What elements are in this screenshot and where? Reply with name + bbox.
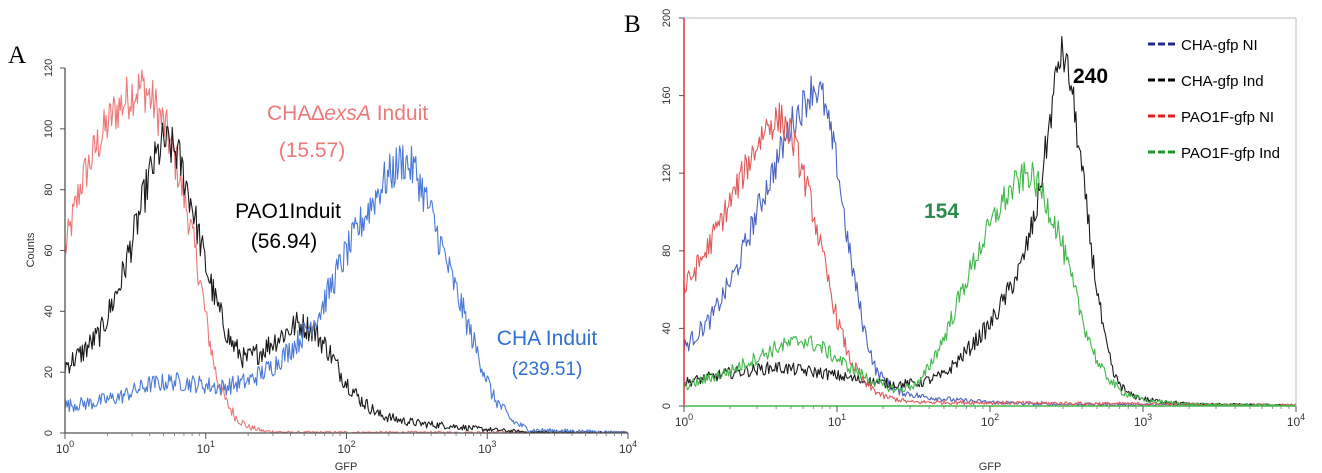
- panel-a-y-tick-label: 40: [43, 305, 55, 317]
- panel-b-y-tick-label: 0: [661, 403, 673, 409]
- legend-item-cha-gfp-ind: CHA-gfp Ind: [1148, 73, 1264, 90]
- panel-a-annotation-chadexsa-part3: Induit: [371, 102, 428, 125]
- panel-a-x-tick-label: 101: [197, 439, 215, 456]
- panel-b-annotation-154: 154: [924, 200, 959, 223]
- panel-a-series-curve-2: [64, 144, 629, 434]
- panel-a-ticks: 100 101 102 103 104 0 20 40 60 80 100 120: [43, 59, 637, 456]
- panel-b-x-tick-label: 100: [675, 412, 693, 429]
- panel-b-legend: CHA-gfp NI CHA-gfp Ind PAO1F-gfp NI PAO1…: [1148, 37, 1280, 162]
- panel-a-y-tick-label: 0: [43, 430, 55, 436]
- panel-a-y-tick-label: 60: [43, 244, 55, 256]
- panel-a-x-tick-label: 103: [478, 439, 496, 456]
- panel-a-annotation-pao1-label: PAO1Induit: [235, 200, 341, 223]
- panel-a-annotation-cha-value: (239.51): [512, 359, 583, 380]
- panel-a-annotation-chadexsa-value: (15.57): [279, 139, 346, 162]
- panel-b-y-tick-label: 200: [661, 9, 673, 27]
- panel-b-x-axis-label: GFP: [979, 461, 1002, 473]
- panel-b-x-tick-label: 102: [981, 412, 999, 429]
- legend-item-cha-gfp-ni: CHA-gfp NI: [1148, 37, 1258, 54]
- panel-a-annotation-chadexsa-part2: exsA: [324, 102, 371, 125]
- panel-b-y-tick-label: 80: [661, 245, 673, 257]
- panel-a-y-tick-label: 100: [43, 120, 55, 138]
- legend-item-pao1f-gfp-ind: PAO1F-gfp Ind: [1148, 145, 1280, 162]
- panel-a-series-curve-1: [64, 122, 628, 434]
- panel-b-y-tick-label: 120: [661, 164, 673, 182]
- panel-b-ticks: 100 101 102 103 104 0 40 80 120 160 200: [661, 9, 1305, 429]
- panel-b-x-tick-label: 103: [1134, 412, 1152, 429]
- panel-b-series-pao1f-gfp-ind: [683, 161, 1297, 407]
- panel-b-y-tick-label: 40: [661, 322, 673, 334]
- panel-b-series-group: [683, 35, 1297, 407]
- legend-item-pao1f-gfp-ni: PAO1F-gfp NI: [1148, 109, 1274, 126]
- panel-a-x-tick-label: 102: [337, 439, 355, 456]
- legend-label-pao1f-gfp-ni: PAO1F-gfp NI: [1181, 109, 1274, 126]
- panel-b-annotation-240: 240: [1073, 65, 1108, 88]
- legend-label-cha-gfp-ni: CHA-gfp NI: [1181, 37, 1258, 54]
- panel-a-annotation-chadexsa: CHA∆exsA Induit: [267, 102, 428, 125]
- panel-a-y-tick-label: 20: [43, 366, 55, 378]
- panel-a-x-axis-label: GFP: [335, 461, 358, 473]
- panel-b-x-tick-label: 101: [828, 412, 846, 429]
- panel-a-x-tick-label: 104: [619, 439, 637, 456]
- panel-a-y-axis-label: Counts: [25, 232, 37, 267]
- panel-b-series-cha-gfp-ind: [683, 35, 1297, 407]
- panel-a-annotation-cha-label: CHA Induit: [497, 327, 598, 350]
- panel-a-x-tick-label: 100: [56, 439, 74, 456]
- panel-a-label: A: [8, 42, 26, 69]
- panel-a-annotation-pao1-value: (56.94): [251, 230, 318, 253]
- panel-b: B 100 101 102 103 104 0 40 80 120 160 200 GFP CHA-…: [624, 9, 1305, 473]
- panel-b-label: B: [624, 11, 641, 38]
- panel-a-y-tick-label: 120: [43, 59, 55, 77]
- legend-label-cha-gfp-ind: CHA-gfp Ind: [1181, 73, 1264, 90]
- panel-b-x-tick-label: 104: [1287, 412, 1305, 429]
- panel-b-series-pao1f-gfp-ni: [683, 102, 1297, 407]
- legend-label-pao1f-gfp-ind: PAO1F-gfp Ind: [1181, 145, 1280, 162]
- panel-a-y-tick-label: 80: [43, 184, 55, 196]
- panel-b-y-tick-label: 160: [661, 86, 673, 104]
- panel-a-annotation-chadexsa-part1: CHA∆: [267, 102, 324, 125]
